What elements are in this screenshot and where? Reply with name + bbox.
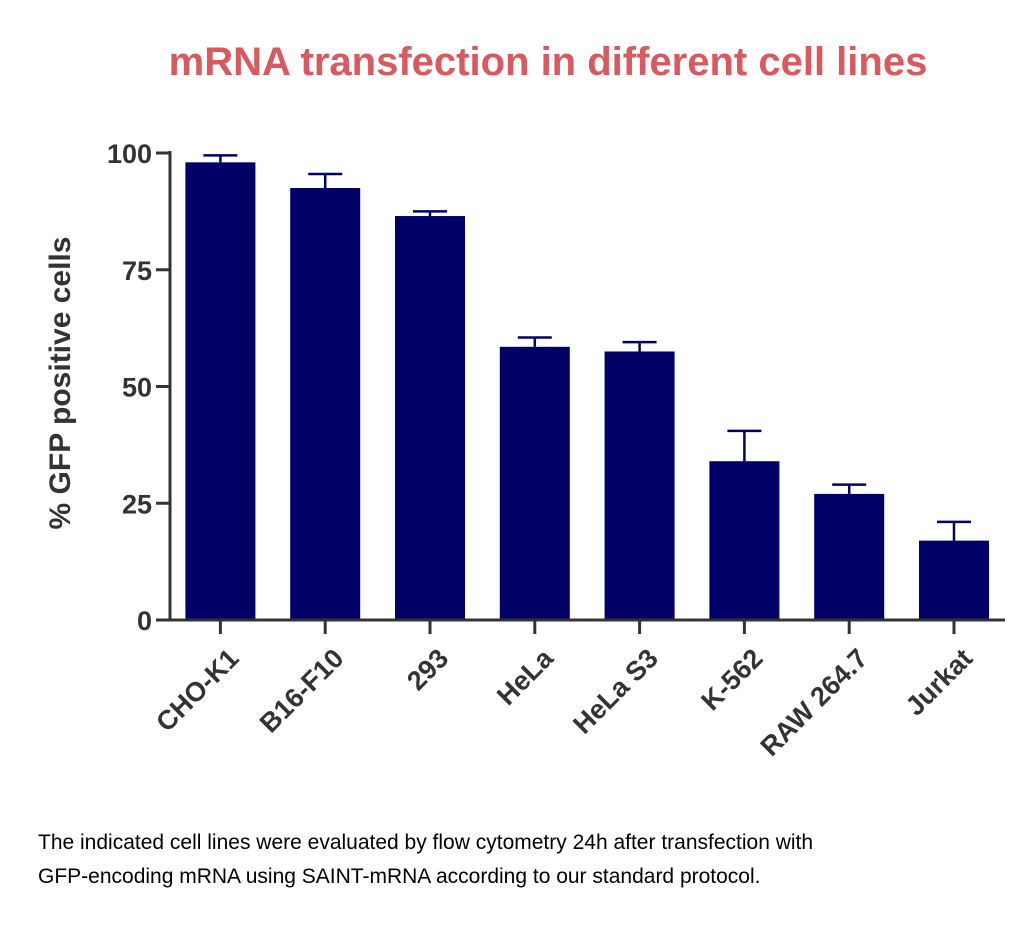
x-tick-label-6: RAW 264.7 [755, 643, 874, 762]
bar-7 [919, 540, 989, 620]
bar-5 [709, 461, 780, 620]
bar-chart: mRNA transfection in different cell line… [44, 40, 1005, 762]
axes-layer [156, 151, 1005, 634]
error-bar-2 [413, 210, 447, 217]
error-bar-7 [937, 520, 971, 541]
bars-layer [185, 162, 989, 621]
caption-line-1: The indicated cell lines were evaluated … [38, 831, 814, 854]
y-tick-label-0: 0 [137, 606, 152, 636]
error-bars-layer [203, 154, 971, 541]
y-tick-label-2: 50 [122, 373, 152, 403]
y-tick-label-1: 25 [122, 489, 152, 519]
x-tick-label-2: 293 [401, 643, 454, 696]
error-bar-5 [727, 429, 762, 462]
error-bar-0 [203, 154, 238, 163]
error-bar-4 [622, 340, 657, 352]
bar-3 [499, 346, 570, 620]
error-bar-6 [832, 483, 867, 494]
error-bar-1 [308, 172, 343, 189]
y-tick-label-4: 100 [107, 139, 152, 169]
error-bar-3 [517, 336, 552, 347]
bar-4 [604, 351, 675, 620]
x-tick-label-0: CHO-K1 [150, 643, 244, 737]
bar-1 [290, 188, 361, 620]
bar-6 [814, 493, 885, 620]
caption-line-2: GFP-encoding mRNA using SAINT-mRNA accor… [38, 865, 761, 888]
x-tick-label-1: B16-F10 [254, 643, 349, 738]
x-tick-label-4: HeLa S3 [567, 643, 664, 740]
figure-caption: The indicated cell lines were evaluated … [38, 826, 1008, 894]
chart-title: mRNA transfection in different cell line… [169, 40, 928, 84]
bar-0 [185, 162, 256, 620]
x-tick-label-3: HeLa [491, 642, 560, 711]
y-tick-label-3: 75 [122, 256, 152, 286]
bar-2 [395, 216, 465, 621]
x-tick-label-7: Jurkat [900, 643, 979, 722]
y-axis-label: % GFP positive cells [44, 237, 77, 530]
x-tick-label-5: K-562 [695, 643, 768, 716]
